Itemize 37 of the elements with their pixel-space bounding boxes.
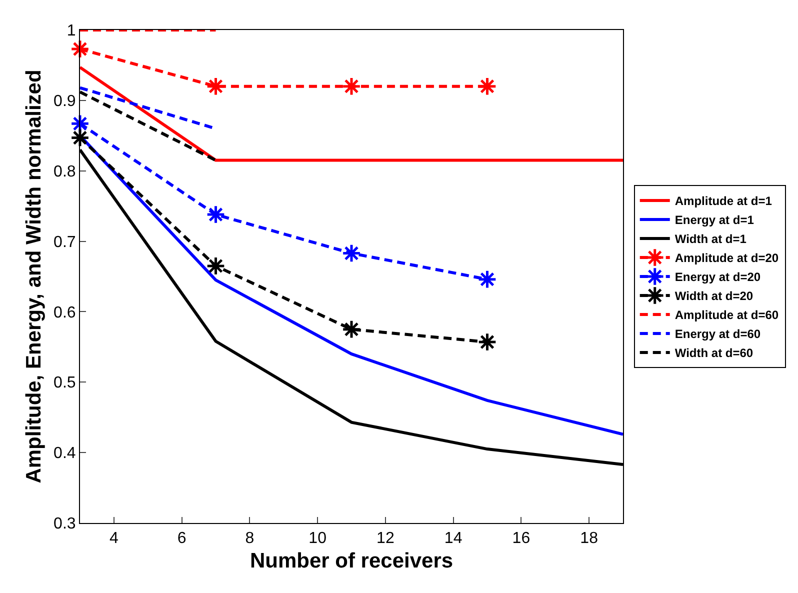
legend-label: Amplitude at d=60 — [674, 308, 779, 322]
legend-label: Amplitude at d=1 — [674, 194, 772, 208]
legend-label: Energy at d=60 — [674, 327, 761, 342]
y-tick-label: 0.3 — [54, 516, 76, 533]
x-tick-label: 18 — [580, 530, 598, 548]
y-tick-label: 1 — [66, 22, 76, 40]
legend-label: Amplitude at d=20 — [674, 251, 779, 266]
point — [206, 76, 226, 96]
y-tick-label: 0.7 — [54, 234, 76, 251]
x-tick-label: 16 — [512, 530, 530, 548]
point — [70, 39, 90, 59]
x-tick-label: 8 — [245, 530, 254, 548]
y-tick-label: 0.5 — [54, 374, 76, 392]
y-axis-title: Amplitude, Energy, and Width normalized — [22, 70, 46, 484]
legend-label: Energy at d=1 — [674, 213, 754, 228]
y-tick-label: 0.9 — [54, 93, 76, 110]
y-tick-label: 0.8 — [54, 163, 76, 180]
point — [478, 270, 497, 289]
y-tick-label: 0.4 — [54, 445, 76, 462]
point — [478, 76, 497, 96]
point — [342, 76, 362, 96]
legend-label: Width at d=60 — [674, 346, 754, 360]
x-tick-label: 14 — [444, 530, 462, 548]
x-tick-label: 10 — [308, 530, 327, 548]
legend-label: Energy at d=20 — [674, 270, 761, 284]
point — [206, 204, 226, 224]
point — [342, 320, 362, 339]
y-tick-label: 0.6 — [54, 304, 76, 322]
x-tick-label: 6 — [177, 530, 186, 548]
x-tick-label: 4 — [109, 530, 118, 548]
legend-label: Width at d=1 — [674, 232, 747, 246]
point — [342, 244, 362, 263]
point — [206, 256, 226, 276]
point — [478, 332, 497, 352]
legend-label: Width at d=20 — [674, 289, 754, 304]
x-tick-label: 12 — [376, 530, 394, 548]
x-axis-title: Number of receivers — [250, 549, 454, 572]
